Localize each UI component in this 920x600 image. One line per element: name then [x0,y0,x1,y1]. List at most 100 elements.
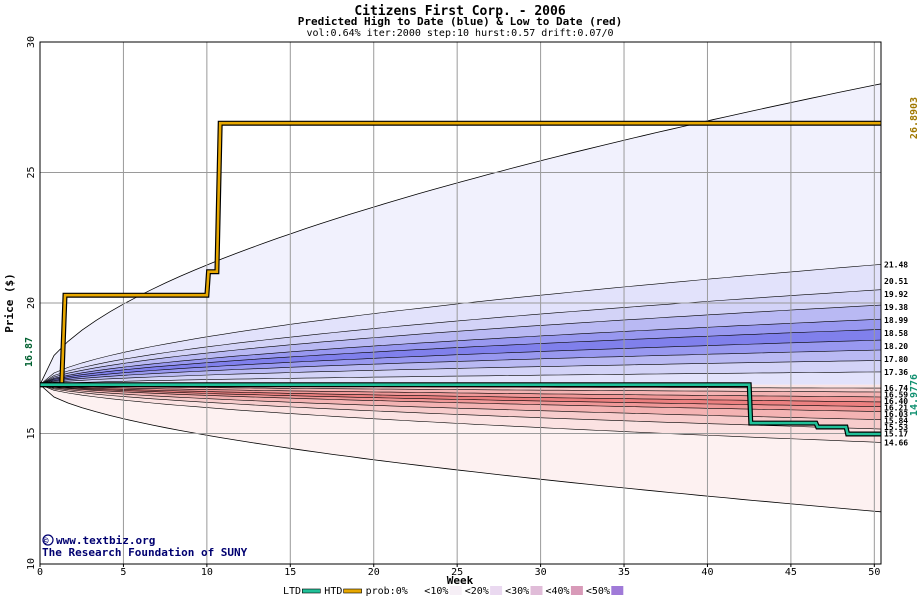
credit-site: www.textbiz.org [56,534,155,547]
high-band-edge [39,371,882,385]
x-tick-label: 35 [618,567,630,578]
high-band-edge [39,318,882,385]
legend-line-swatch [301,588,321,594]
edge-value-label: 16.40 [884,397,908,406]
y-tick-label: 20 [26,297,37,309]
low-band-edge [39,384,882,393]
edge-value-label: 16.74 [884,384,908,393]
legend-label: prob:0% [366,586,408,597]
x-tick-label: 45 [785,567,797,578]
edge-value-label: 14.66 [884,438,908,447]
x-tick-label: 25 [451,567,463,578]
chart-title: Citizens First Corp. - 2006 [354,4,565,19]
legend-label: HTD [324,586,342,597]
high-band [40,319,881,385]
high-band-edge [39,329,882,385]
x-tick-label: 5 [120,567,126,578]
legend-label: <40% [546,586,570,597]
edge-value-label: 18.20 [884,342,908,351]
low-band [40,384,881,407]
high-band-edge [39,289,882,385]
low-band [40,384,881,512]
probability-bands [39,83,882,513]
y-axis-label: Price ($) [3,273,16,333]
x-tick-label: 15 [284,567,296,578]
edge-value-label: 15.53 [884,423,908,432]
low-band-edge [39,384,882,420]
x-axis-label: Week [447,574,474,587]
edge-value-label: 17.80 [884,355,908,364]
series-lines [40,120,881,437]
legend-color-box [530,586,543,595]
legend-color-box [449,586,462,595]
high-band [40,371,881,385]
legend-label: LTD [283,586,301,597]
high-band-edge [39,360,882,385]
legend-color-box [611,586,624,595]
legend-line-swatch [343,588,362,594]
edge-value-label: 18.99 [884,316,908,325]
chart-params: vol:0.64% iter:2000 step:10 hurst:0.57 d… [306,28,613,39]
low-band-edge [39,384,882,398]
y-tick-label: 30 [26,36,37,48]
credit-block: © www.textbiz.org The Research Foundatio… [42,534,248,559]
low-band-edge [39,384,882,430]
low-band [40,384,881,412]
htd-final-label: 26.8903 [909,97,920,139]
ltd-final-label: 14.9776 [909,374,920,416]
x-tick-label: 20 [368,567,380,578]
edge-value-label: 19.38 [884,303,908,312]
plot-frame [39,41,882,565]
edge-value-label: 15.84 [884,417,908,426]
legend-label: <50% [586,586,610,597]
legend-label: <20% [465,586,489,597]
low-band-edge [39,384,882,443]
low-band [40,384,881,397]
right-edge-labels: 17.36 17.80 18.20 18.58 18.99 19.38 19.92 20.51… [884,260,908,447]
high-band-edge [39,83,882,385]
edge-value-label: 16.03 [884,410,908,419]
edge-value-label: 15.17 [884,430,908,439]
x-tick-label: 10 [201,567,213,578]
high-band [40,289,881,385]
start-price-label: 16.87 [24,337,35,367]
copyright-icon [42,534,54,546]
high-band-edge [39,339,882,385]
x-tick-label: 50 [868,567,880,578]
high-band [40,264,881,385]
low-band [40,384,881,443]
chart-subtitle: Predicted High to Date (blue) & Low to D… [298,15,623,28]
high-band [40,340,881,385]
edge-value-label: 16.21 [884,404,908,413]
copyright-symbol: © [43,536,50,547]
x-tick-label: 0 [37,567,43,578]
high-band [40,329,881,385]
legend: LTD HTD prob:0% <10% <20% <30% <40% <50% [283,586,624,597]
y-tick-label: 15 [26,427,37,439]
legend-label: <30% [505,586,529,597]
legend-label: <10% [424,586,448,597]
high-band-edge [39,349,882,385]
edge-value-label: 20.51 [884,277,908,286]
series-line [40,121,881,387]
edge-value-label: 16.59 [884,391,908,400]
x-tick-label: 30 [535,567,547,578]
low-band-edge [39,384,882,412]
axis-ticks: 0 5 10 15 20 25 30 35 40 45 50 10 15 20 25 30 [26,36,880,578]
low-band [40,384,881,420]
credit-org: The Research Foundation of SUNY [42,546,248,559]
series-line [40,383,881,436]
low-band-edge [39,384,882,407]
y-tick-label: 25 [26,166,37,178]
edge-value-label: 21.48 [884,260,908,269]
high-band [40,83,881,385]
legend-color-box [570,586,583,595]
legend-color-box [409,586,422,595]
x-tick-label: 40 [701,567,713,578]
edge-value-label: 18.58 [884,329,908,338]
high-band-edge [39,264,882,385]
low-band-edge [39,384,882,513]
low-band [40,384,881,430]
high-band [40,350,881,385]
